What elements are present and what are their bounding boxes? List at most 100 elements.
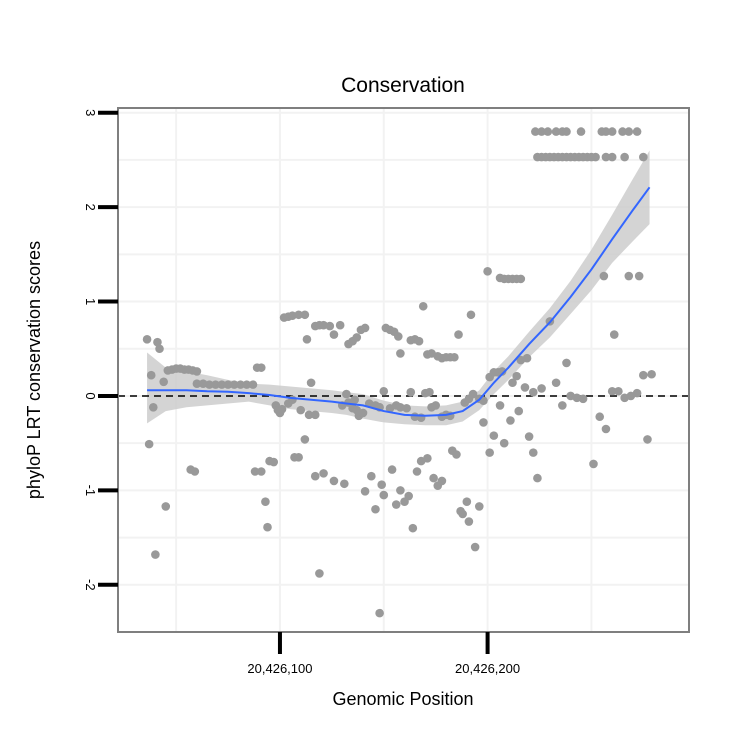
data-point [402,403,411,413]
y-axis: -2 -1 0 1 2 3 phyloP LRT conservation scores [24,109,118,591]
plot-frame [117,107,690,633]
data-point [516,274,526,284]
data-point [367,471,376,481]
data-point [647,369,656,379]
data-point [551,378,561,388]
smooth-trend-line [147,186,651,417]
data-point [396,349,405,358]
data-point [578,394,588,404]
data-point [474,502,484,511]
data-point [537,127,546,136]
data-point [155,344,164,354]
y-tick-label: 2 [83,204,98,211]
data-point [528,448,538,457]
data-point [211,380,220,389]
data-point [223,380,233,389]
x-axis-ticks [277,632,490,654]
data-point [533,473,542,483]
data-point [614,386,623,396]
y-tick-label: 0 [83,392,98,399]
data-point [269,457,279,467]
data-point [624,271,634,281]
data-point [499,438,509,448]
data-point [142,335,152,344]
data-point [522,353,532,363]
data-point [497,367,507,376]
data-point [632,388,642,398]
data-point [462,497,472,507]
data-point [531,127,540,136]
data-point [454,330,463,339]
data-point [335,320,345,330]
data-point [296,405,306,415]
data-point [306,378,316,388]
x-axis-label: Genomic Position [332,689,473,709]
data-point [329,330,339,339]
data-point [294,310,303,320]
data-point [601,127,611,136]
data-point [609,330,619,339]
data-point [639,370,648,380]
data-point [589,459,598,469]
data-point [329,476,339,486]
data-point [248,380,258,389]
data-point [300,310,310,320]
data-point [300,435,310,444]
data-point [236,380,245,389]
data-point [294,453,303,462]
data-point [632,127,642,136]
y-tick-label: 1 [83,298,98,305]
data-point [512,371,521,381]
data-point [379,490,389,500]
data-point [508,378,517,388]
data-point [406,387,416,397]
data-point [161,502,171,511]
data-point [394,332,403,341]
data-point [396,486,405,495]
data-point [450,352,459,362]
data-point [358,408,368,418]
data-point [483,267,492,276]
data-point [506,416,515,425]
data-point [192,379,202,388]
data-point [310,471,320,481]
data-point [418,301,428,311]
chart-title: Conservation [341,74,465,97]
data-point [263,522,272,532]
data-point [205,380,214,389]
data-point [470,542,480,552]
data-point [618,127,627,136]
data-point [304,410,314,420]
data-point [479,418,488,427]
x-tick-label: 20,426,200 [455,661,520,676]
data-point [387,465,397,474]
data-point [242,380,252,389]
data-point [485,448,494,457]
data-point [310,410,320,420]
x-axis: 20,426,100 20,426,200 Genomic Position [247,632,520,709]
data-point [639,152,648,162]
data-point [159,377,168,387]
data-point [607,386,617,396]
data-point [643,435,652,444]
data-point [624,127,634,136]
y-axis-label: phyloP LRT conservation scores [24,241,44,499]
data-point [595,412,605,422]
data-point [599,271,609,281]
data-point [148,402,158,412]
data-point [229,380,239,389]
data-point [466,310,476,320]
data-point [543,127,553,136]
data-point [302,335,312,344]
data-point [360,323,370,333]
data-point [360,487,370,496]
data-point [437,476,447,486]
data-point [375,608,384,618]
data-point [537,384,546,393]
plot-background [118,108,689,632]
x-tick-label: 20,426,100 [247,661,312,676]
data-point [325,321,335,331]
data-point [412,467,422,476]
data-point [431,401,440,410]
